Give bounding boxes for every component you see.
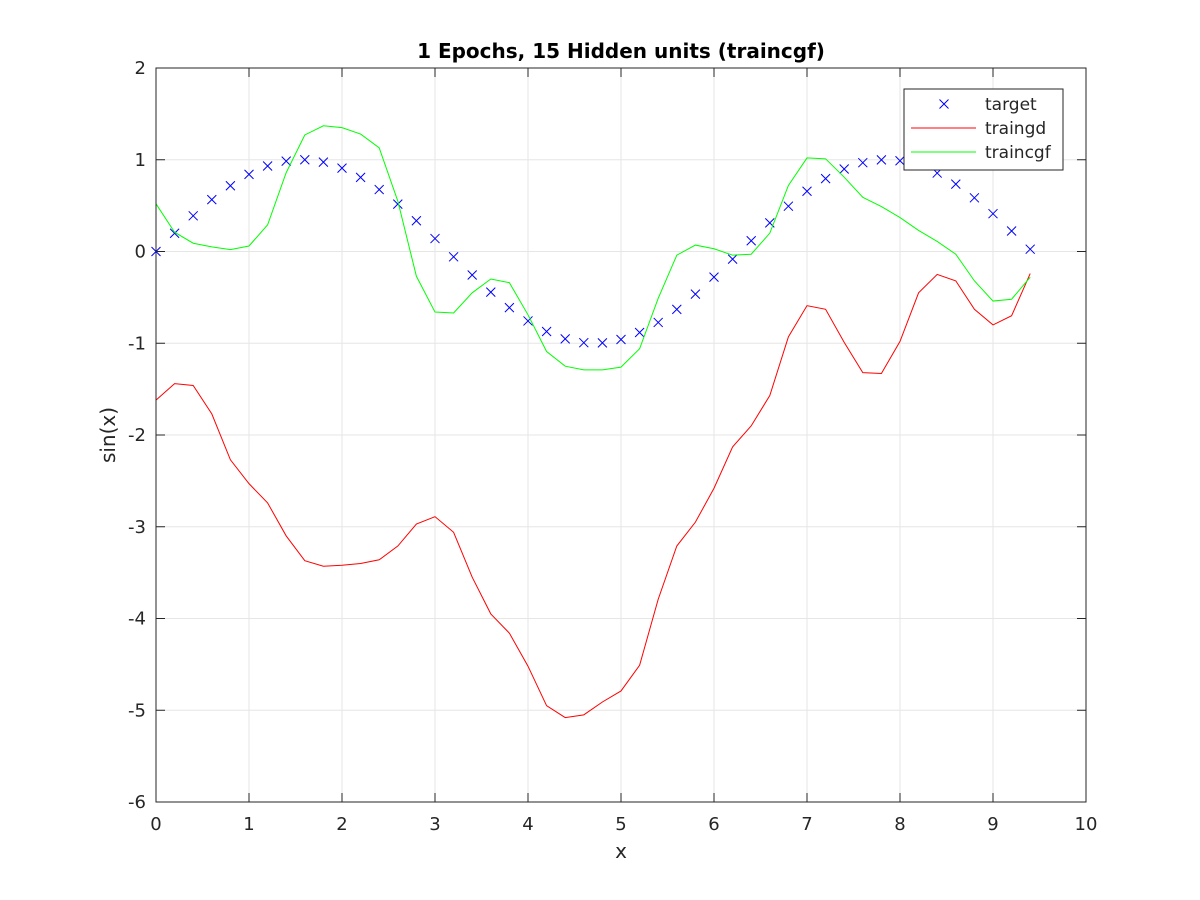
data-point-target — [374, 184, 385, 195]
data-point-target — [727, 254, 738, 264]
x-tick-label: 9 — [987, 814, 998, 835]
data-point-target — [616, 334, 626, 345]
data-point-target — [281, 156, 292, 166]
legend-item-target: target — [939, 95, 1037, 115]
x-tick-label: 5 — [615, 814, 626, 835]
data-point-target — [1006, 226, 1017, 236]
data-point-target — [1025, 244, 1036, 255]
data-point-target — [355, 172, 366, 183]
x-tick-label: 4 — [522, 814, 533, 835]
data-point-target — [895, 155, 905, 166]
y-tick-label: 0 — [135, 242, 146, 263]
data-point-target — [709, 272, 719, 282]
data-point-target — [597, 338, 608, 348]
data-point-target — [448, 251, 459, 262]
legend-item-traincgf: traincgf — [911, 143, 1052, 163]
y-tick-label: -5 — [128, 700, 146, 721]
data-point-target — [299, 154, 310, 165]
y-tick-label: -4 — [128, 609, 146, 630]
y-tick-label: 1 — [135, 150, 146, 171]
x-tick-label: 10 — [1075, 814, 1098, 835]
x-tick-labels: 0 1 2 3 4 5 6 7 8 9 10 — [150, 814, 1097, 835]
data-point-target — [411, 215, 422, 226]
series-traincgf — [155, 125, 1031, 371]
y-tick-label: -3 — [128, 517, 146, 538]
legend-label: traincgf — [985, 143, 1052, 163]
series-line-traincgf — [155, 125, 1031, 371]
data-point-target — [690, 289, 701, 300]
x-tick-label: 1 — [243, 814, 254, 835]
y-tick-label: -2 — [128, 425, 146, 446]
data-point-target — [541, 326, 552, 337]
chart-title: 1 Epochs, 15 Hidden units (traincgf) — [417, 39, 825, 63]
data-point-target — [504, 302, 515, 313]
x-tick-label: 3 — [429, 814, 440, 835]
x-axis-label: x — [615, 839, 627, 863]
data-point-target — [578, 337, 589, 348]
legend-marker — [939, 99, 949, 109]
data-point-target — [188, 210, 199, 221]
data-point-target — [634, 327, 645, 338]
x-tick-label: 6 — [708, 814, 719, 835]
y-tick-labels: -6 -5 -4 -3 -2 -1 0 1 2 — [128, 58, 146, 813]
data-point-target — [206, 194, 217, 205]
data-point-target — [430, 233, 440, 244]
y-tick-label: 2 — [135, 58, 146, 79]
data-point-target — [523, 316, 533, 326]
data-point-target — [746, 235, 757, 246]
data-point-target — [467, 270, 478, 280]
ticks — [155, 67, 1087, 803]
legend-item-traingd: traingd — [911, 119, 1046, 139]
data-point-target — [318, 157, 329, 167]
data-point-target — [839, 164, 850, 174]
series-traingd — [155, 273, 1031, 719]
data-point-target — [262, 161, 273, 171]
data-point-target — [950, 179, 961, 190]
series-layer — [151, 125, 1036, 719]
y-axis-label: sin(x) — [96, 407, 120, 463]
data-point-target — [802, 186, 812, 197]
data-point-target — [392, 199, 403, 210]
data-point-target — [876, 154, 887, 165]
data-point-target — [988, 208, 998, 219]
legend-label: traingd — [985, 119, 1046, 139]
data-point-target — [783, 201, 794, 212]
y-tick-label: -1 — [128, 333, 146, 354]
x-tick-label: 7 — [801, 814, 812, 835]
data-point-target — [169, 228, 180, 239]
data-point-target — [820, 173, 831, 184]
data-point-target — [225, 180, 236, 191]
y-tick-label: -6 — [128, 792, 146, 813]
data-point-target — [560, 333, 571, 344]
legend-items: target traingd traincgf — [911, 95, 1052, 163]
legend-label: target — [985, 95, 1037, 115]
legend: target traingd traincgf — [903, 88, 1064, 171]
series-target — [151, 154, 1036, 348]
x-tick-label: 2 — [336, 814, 347, 835]
legend-box — [903, 88, 1064, 171]
data-point-target — [485, 287, 496, 297]
data-point-target — [671, 304, 682, 315]
data-point-target — [969, 192, 980, 203]
data-point-target — [653, 317, 664, 328]
x-tick-label: 0 — [150, 814, 161, 835]
series-line-traingd — [155, 273, 1031, 719]
x-tick-label: 8 — [894, 814, 905, 835]
data-point-target — [857, 157, 868, 168]
data-point-target — [244, 169, 254, 180]
data-point-target — [337, 163, 347, 173]
